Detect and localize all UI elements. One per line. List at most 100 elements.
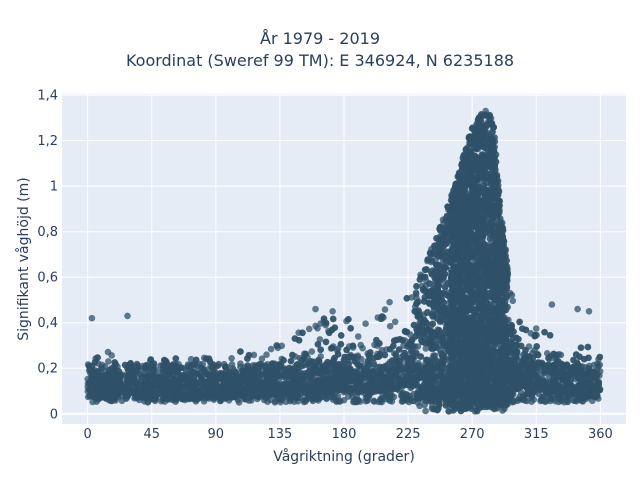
data-point [430,329,437,337]
data-point [108,352,115,359]
data-point [430,352,437,359]
data-point [438,296,445,303]
data-point [367,349,374,356]
data-point [349,342,357,350]
chart-title: År 1979 - 2019 [260,29,380,48]
data-point [105,358,112,365]
data-point [302,350,310,358]
data-point [258,355,266,363]
data-point [245,351,253,359]
data-point [433,315,441,322]
data-point [426,280,433,287]
data-point [509,297,517,305]
data-point [329,315,337,323]
data-point [433,235,440,242]
data-point [443,310,450,318]
data-point [546,332,554,339]
data-point [533,343,540,350]
data-point [300,355,308,363]
data-point [359,344,366,352]
data-point [418,337,425,344]
data-point [532,325,540,332]
data-point [412,333,419,340]
data-point [401,349,409,357]
data-point [289,351,296,359]
data-point [519,325,526,333]
data-point [422,345,430,352]
data-point [386,322,394,330]
data-point [427,292,435,300]
data-point [228,355,235,362]
data-point [512,341,519,349]
data-point [416,276,424,283]
data-point [534,351,542,359]
data-point [314,341,322,348]
data-point [434,266,442,274]
data-point [250,351,258,359]
data-point [433,344,440,351]
data-point [434,252,442,259]
data-point [422,407,429,415]
data-point [416,402,423,410]
data-point [94,354,101,361]
data-point [445,408,453,415]
data-point [399,337,406,344]
data-point [413,300,420,308]
data-point [386,345,394,353]
data-point [370,354,378,362]
data-point [308,348,316,355]
data-point [427,250,435,258]
data-point [414,343,422,350]
data-point [417,353,425,360]
data-point [393,355,400,363]
data-point [435,327,443,334]
data-point [441,283,449,291]
chart-subtitle: Koordinat (Sweref 99 TM): E 346924, N 62… [125,51,515,70]
data-point [147,356,155,363]
data-point [331,324,339,332]
data-point [436,273,444,281]
data-point [331,354,338,362]
data-point [362,320,369,328]
data-point [295,337,303,344]
data-point [541,328,548,336]
data-point [287,357,295,365]
data-point [509,334,517,342]
data-point [347,325,355,332]
data-point [237,348,244,355]
data-point [513,348,521,355]
data-point [439,237,446,245]
data-point [428,257,436,264]
data-point [438,306,445,313]
data-point [299,329,306,337]
data-point [434,406,441,414]
data-point [172,355,180,362]
data-point [403,354,411,362]
data-point [440,231,448,238]
data-point [322,338,330,346]
data-point [440,342,448,350]
data-point [576,353,583,361]
data-point [320,315,328,323]
data-point [373,336,380,344]
data-point [187,355,195,363]
data-point [428,270,436,278]
data-point [408,348,415,355]
data-point [585,354,592,362]
data-point [317,346,325,353]
data-point [377,315,385,323]
data-point [434,281,442,288]
data-point [522,346,529,354]
data-point [421,273,429,281]
data-point [305,325,313,333]
data-point [328,344,336,352]
data-point [354,333,362,340]
data-point [432,242,439,249]
data-point [413,283,420,290]
data-point [442,215,450,222]
data-point [421,316,428,324]
data-point [577,344,585,352]
scatter-points [84,107,604,415]
data-point [426,334,433,342]
